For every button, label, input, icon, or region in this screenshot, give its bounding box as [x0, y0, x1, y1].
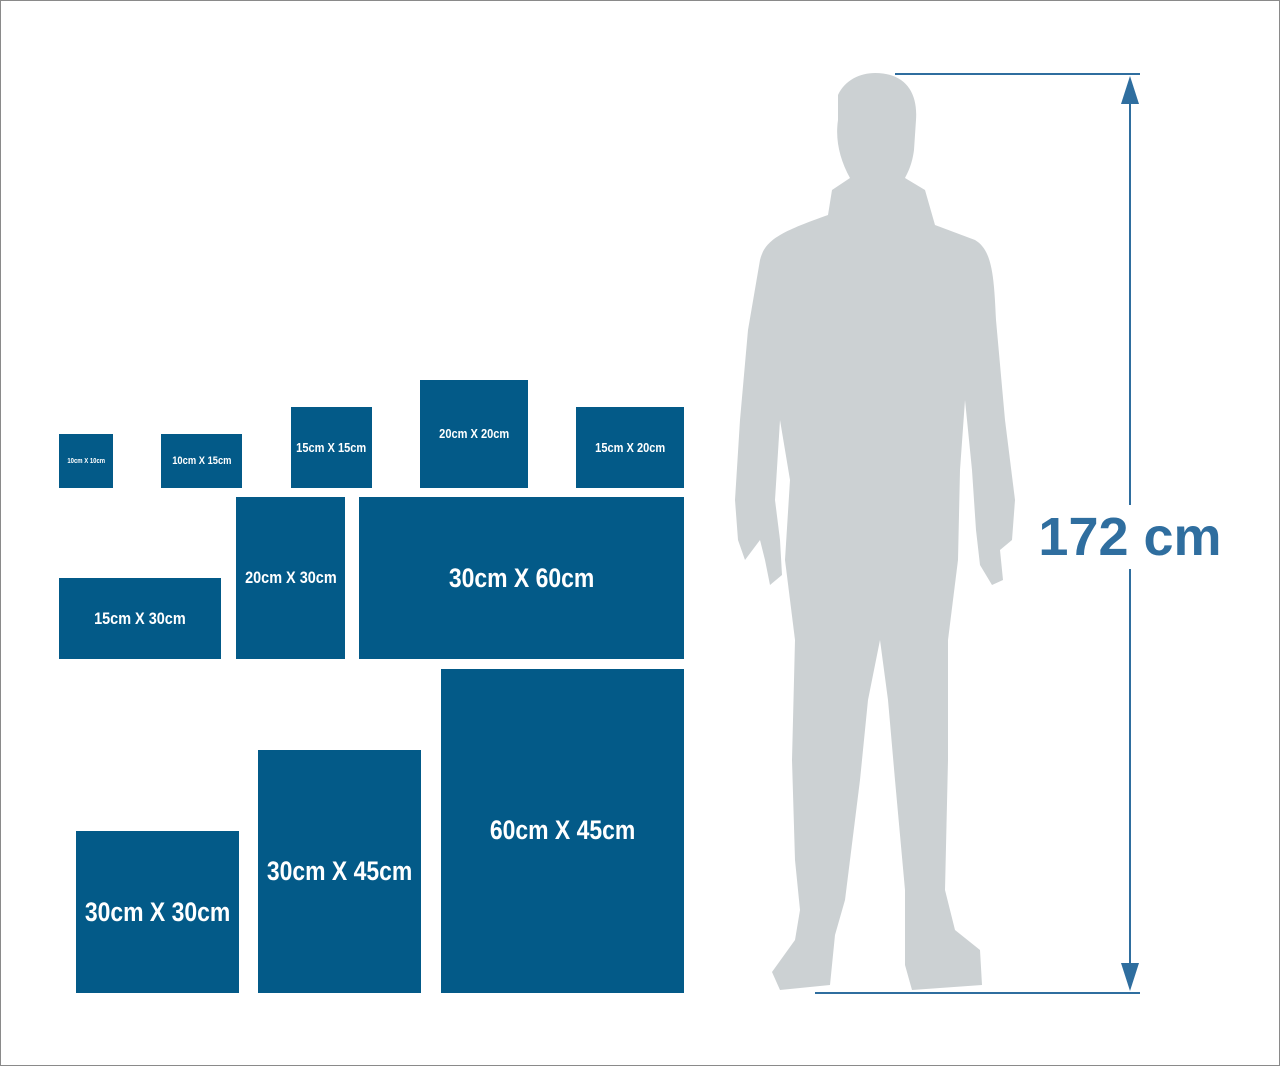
size-15x30: 15cm X 30cm	[59, 578, 221, 659]
size-20x20: 20cm X 20cm	[420, 380, 528, 488]
size-20x30: 20cm X 30cm	[236, 497, 345, 659]
size-30x60: 30cm X 60cm	[359, 497, 684, 659]
size-30x45: 30cm X 45cm	[258, 750, 421, 993]
size-label: 60cm X 45cm	[489, 815, 636, 845]
size-label: 15cm X 20cm	[594, 440, 666, 455]
height-label: 172 cm	[1030, 505, 1230, 569]
person-silhouette	[735, 73, 1015, 990]
size-10x15: 10cm X 15cm	[161, 434, 242, 488]
arrow-up-icon	[1121, 76, 1139, 104]
size-label: 10cm X 15cm	[171, 455, 232, 467]
size-label: 30cm X 60cm	[448, 562, 595, 593]
size-15x15: 15cm X 15cm	[291, 407, 372, 488]
size-label: 20cm X 30cm	[244, 568, 337, 587]
size-label: 15cm X 15cm	[296, 440, 367, 455]
size-60x45: 60cm X 45cm	[441, 669, 684, 993]
arrow-down-icon	[1121, 963, 1139, 991]
size-10x10: 10cm X 10cm	[59, 434, 113, 488]
size-label: 30cm X 45cm	[266, 856, 413, 886]
size-label: 10cm X 10cm	[67, 457, 105, 465]
size-label: 15cm X 30cm	[94, 608, 186, 628]
size-label: 30cm X 30cm	[84, 896, 231, 927]
size-label: 20cm X 20cm	[438, 426, 510, 441]
size-30x30: 30cm X 30cm	[76, 831, 239, 993]
size-15x20: 15cm X 20cm	[576, 407, 684, 488]
